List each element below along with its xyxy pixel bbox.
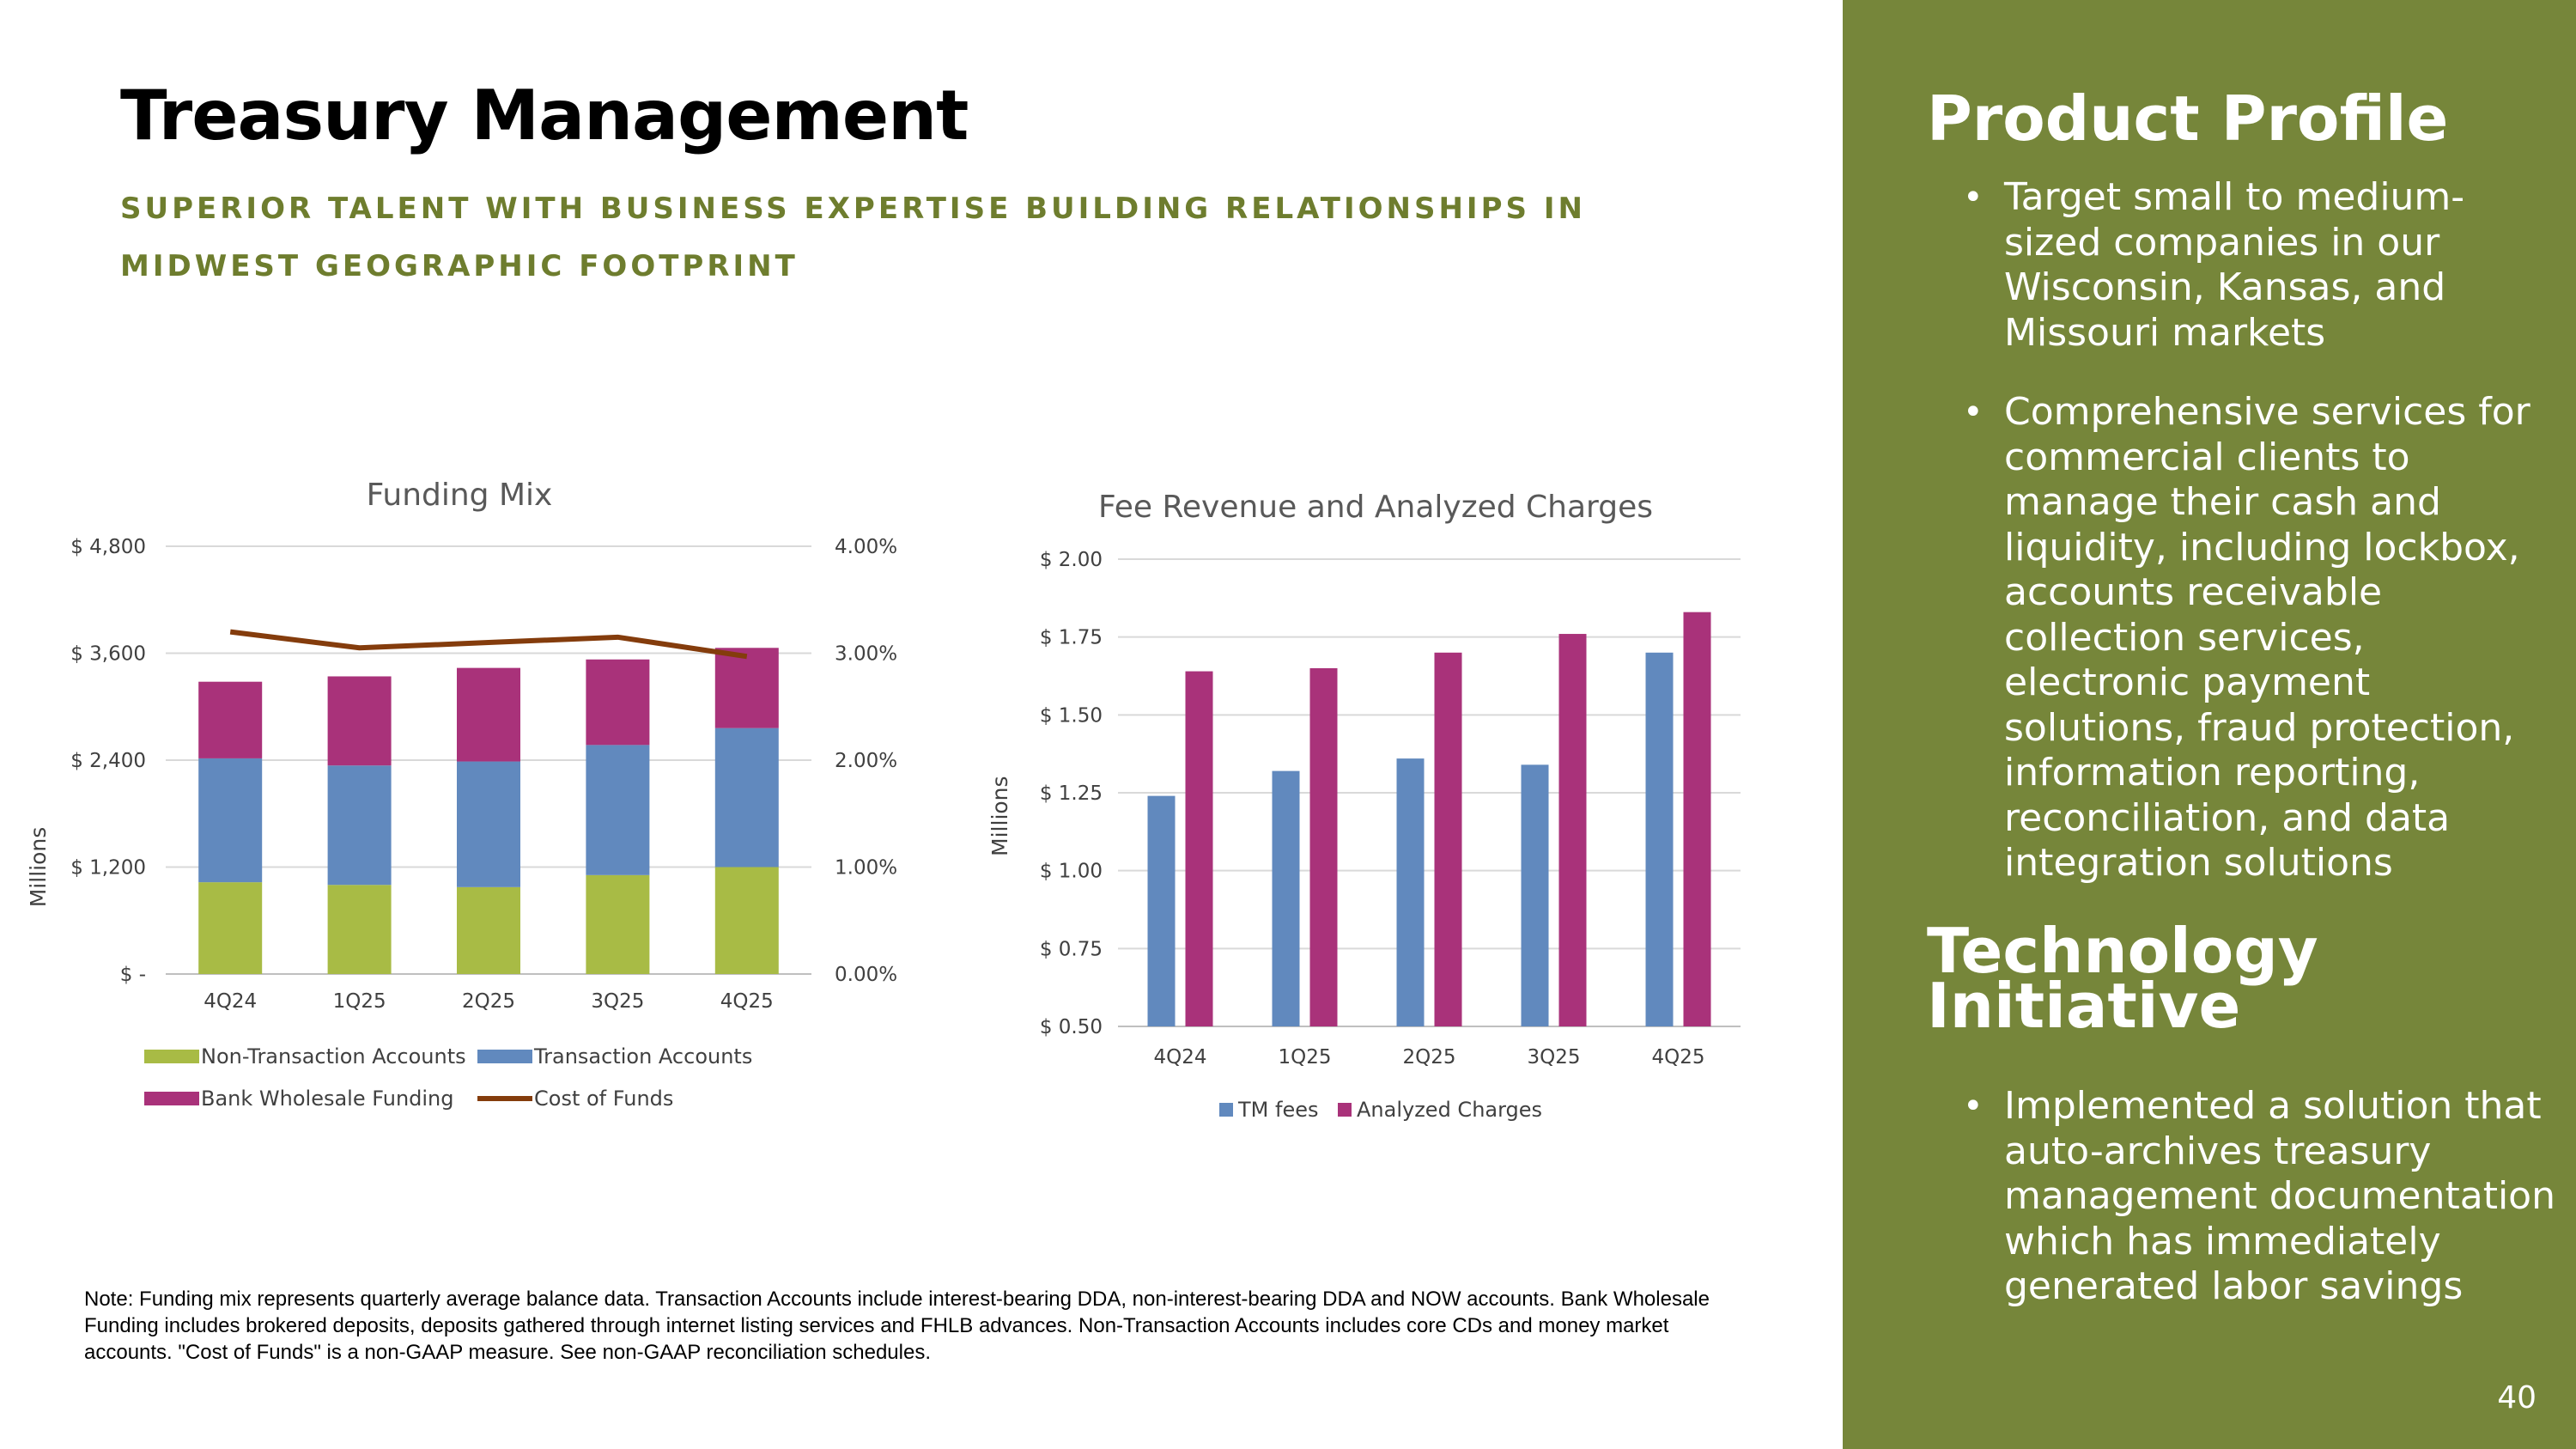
sidebar-panel: Product Profile Target small to medium-s… (1843, 0, 2576, 1449)
list-item: Implemented a solution that auto-archive… (1963, 1084, 2555, 1310)
bar (1683, 612, 1711, 1026)
bar-segment (586, 745, 650, 875)
bar-segment (586, 874, 650, 974)
bar-segment (327, 676, 392, 766)
product-profile-heading: Product Profile (1927, 82, 2449, 155)
bar (1434, 652, 1462, 1026)
bar (1309, 667, 1338, 1026)
legend-label: Non-Transaction Accounts (201, 1044, 466, 1068)
bar-segment (457, 667, 520, 762)
x-tick-label: 1Q25 (333, 990, 386, 1013)
x-tick-label: 1Q25 (1278, 1046, 1331, 1068)
y-tick-label: $ 1.50 (1040, 704, 1103, 727)
y-axis-label: Millions (987, 776, 1012, 856)
y-tick-label: $ 2,400 (70, 750, 146, 772)
chart-title: Fee Revenue and Analyzed Charges (1098, 490, 1653, 525)
bar-segment (198, 758, 263, 883)
x-tick-label: 2Q25 (462, 990, 515, 1013)
x-tick-label: 3Q25 (1527, 1046, 1580, 1068)
product-profile-list: Target small to medium-sized companies i… (1963, 175, 2555, 921)
y-tick-label: $ 2.00 (1040, 549, 1103, 571)
bar (1185, 671, 1213, 1026)
x-tick-label: 3Q25 (591, 990, 644, 1013)
x-tick-label: 2Q25 (1402, 1046, 1455, 1068)
bar-segment (714, 728, 779, 868)
bar-segment (327, 885, 392, 974)
bar (1558, 634, 1587, 1026)
legend-label: TM fees (1237, 1098, 1318, 1122)
bar (1645, 652, 1674, 1026)
page-title: Treasury Management (120, 76, 969, 155)
funding-mix-chart: Funding Mix $ - $ 1,200 $ 2,400 $ 3,600 $ 4,8… (26, 478, 897, 1111)
bar-segment (198, 882, 263, 974)
y2-tick-label: 2.00% (835, 750, 897, 772)
y-axis-label: Millions (26, 827, 51, 908)
x-tick-label: 4Q25 (720, 990, 774, 1013)
legend-swatch (1338, 1103, 1352, 1117)
bar (1272, 770, 1300, 1026)
y2-tick-label: 0.00% (835, 964, 897, 986)
x-tick-label: 4Q24 (204, 990, 257, 1013)
y2-tick-label: 3.00% (835, 643, 897, 666)
y-tick-label: $ 0.50 (1040, 1016, 1103, 1038)
bar (1521, 764, 1549, 1026)
y-tick-label: $ 3,600 (70, 643, 146, 666)
bar-segment (198, 681, 263, 758)
y-tick-label: $ - (120, 964, 146, 986)
bar-segment (457, 886, 520, 974)
legend-swatch (1219, 1103, 1233, 1117)
legend-label: Bank Wholesale Funding (201, 1087, 454, 1111)
list-item: Target small to medium-sized companies i… (1963, 175, 2555, 356)
legend-label: Analyzed Charges (1357, 1098, 1542, 1122)
y-tick-label: $ 1.25 (1040, 782, 1103, 805)
chart-title: Funding Mix (367, 478, 553, 513)
bar-segment (714, 648, 779, 728)
y-tick-label: $ 1.00 (1040, 861, 1103, 883)
y-tick-label: $ 1.75 (1040, 627, 1103, 649)
legend-label: Cost of Funds (534, 1087, 673, 1111)
y-tick-label: $ 4,800 (70, 536, 146, 558)
legend-label: Transaction Accounts (533, 1044, 752, 1068)
y-tick-label: $ 0.75 (1040, 938, 1103, 960)
bar-segment (714, 867, 779, 974)
technology-initiative-list: Implemented a solution that auto-archive… (1963, 1084, 2555, 1344)
x-tick-label: 4Q25 (1651, 1046, 1704, 1068)
bar-segment (327, 765, 392, 886)
y-tick-label: $ 1,200 (70, 857, 146, 880)
list-item: Comprehensive services for commercial cl… (1963, 390, 2555, 886)
y2-tick-label: 4.00% (835, 536, 897, 558)
x-tick-label: 4Q24 (1153, 1046, 1206, 1068)
bar (1147, 795, 1176, 1026)
y2-tick-label: 1.00% (835, 857, 897, 880)
bar (1396, 758, 1425, 1026)
page-subtitle: SUPERIOR TALENT WITH BUSINESS EXPERTISE … (120, 192, 1586, 283)
footnote: Note: Funding mix represents quarterly a… (84, 1288, 1710, 1364)
page-number: 40 (2497, 1380, 2537, 1416)
bar-segment (586, 659, 650, 746)
fee-revenue-chart: Fee Revenue and Analyzed Charges $ 0.50 $ … (987, 490, 1741, 1122)
legend-swatch (477, 1050, 532, 1063)
legend-swatch (144, 1092, 199, 1105)
legend-swatch (144, 1050, 199, 1063)
bar-segment (457, 761, 520, 887)
cost-of-funds-line (229, 629, 748, 660)
technology-initiative-heading: Technology Initiative (1927, 915, 2318, 1042)
